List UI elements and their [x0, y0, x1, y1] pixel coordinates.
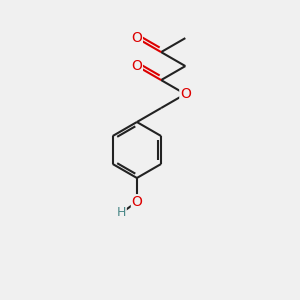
Text: H: H [117, 206, 126, 219]
Text: O: O [131, 59, 142, 73]
Text: O: O [131, 195, 142, 209]
Text: O: O [180, 87, 191, 101]
Text: O: O [131, 31, 142, 45]
